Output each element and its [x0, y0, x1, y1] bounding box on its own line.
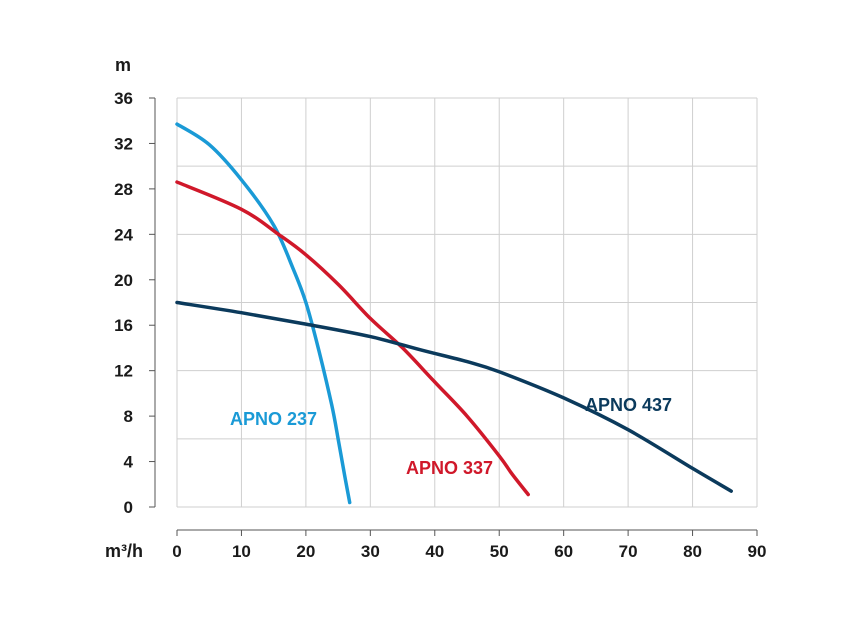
y-tick-label: 0: [124, 498, 133, 517]
series-line-apno-337: [175, 180, 530, 497]
y-tick-label: 28: [114, 180, 133, 199]
y-tick-label: 4: [124, 453, 134, 472]
x-tick-label: 60: [554, 542, 573, 561]
series-label-apno-337: APNO 337: [406, 458, 493, 478]
y-tick-label: 24: [114, 225, 133, 244]
series-line-apno-237: [175, 122, 352, 505]
x-tick-label: 40: [425, 542, 444, 561]
x-tick-label: 90: [748, 542, 767, 561]
x-tick-label: 10: [232, 542, 251, 561]
series-label-apno-237: APNO 237: [230, 409, 317, 429]
y-tick-label: 20: [114, 271, 133, 290]
x-axis-ticks: 0 10 20 30 40 50 60 70 80 90: [172, 530, 766, 561]
y-axis-ticks: 0 4 8 12 16 20 24 28 32 36: [114, 89, 155, 517]
x-tick-label: 20: [296, 542, 315, 561]
grid: [176, 97, 758, 508]
y-tick-label: 36: [114, 89, 133, 108]
x-tick-label: 70: [619, 542, 638, 561]
y-tick-label: 8: [124, 407, 133, 426]
x-axis-label: m³/h: [105, 541, 143, 561]
y-tick-label: 16: [114, 316, 133, 335]
series-lines: [175, 122, 733, 505]
x-tick-label: 30: [361, 542, 380, 561]
y-tick-label: 12: [114, 362, 133, 381]
series-line-apno-437: [175, 300, 733, 493]
series-label-apno-437: APNO 437: [585, 395, 672, 415]
axes: [154, 98, 757, 531]
x-tick-label: 0: [172, 542, 181, 561]
series-labels: APNO 237 APNO 337 APNO 437: [230, 395, 672, 478]
x-tick-label: 50: [490, 542, 509, 561]
y-tick-label: 32: [114, 134, 133, 153]
x-tick-label: 80: [683, 542, 702, 561]
y-axis-label: m: [115, 55, 131, 75]
